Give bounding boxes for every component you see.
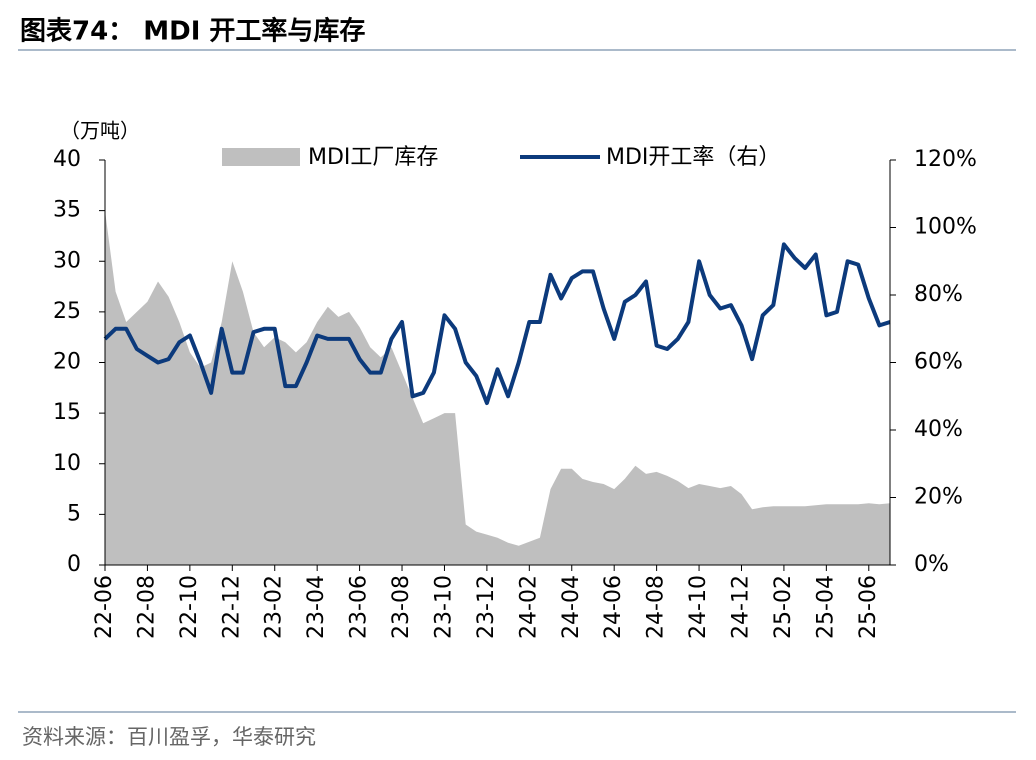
- source: 资料来源：百川盈孚，华泰研究: [22, 725, 316, 749]
- title: 图表74： MDI 开工率与库存: [20, 16, 365, 47]
- y2-tick-label: 100%: [914, 215, 977, 240]
- x-tick-label: 25-04: [813, 575, 838, 639]
- x-tick-label: 23-12: [474, 575, 499, 639]
- x-tick-label: 24-06: [601, 575, 626, 639]
- x-tick-label: 22-10: [177, 575, 202, 639]
- x-tick-label: 22-06: [92, 575, 117, 639]
- utilization-line: [103, 242, 891, 405]
- inventory-area: [105, 210, 890, 565]
- x-tick-label: 24-12: [728, 575, 753, 639]
- x-tick-label: 23-04: [304, 575, 329, 639]
- y-tick-label: 30: [53, 248, 81, 273]
- y2-tick-label: 40%: [914, 417, 963, 442]
- x-tick-label: 24-02: [516, 575, 541, 639]
- legend-swatch-area: [222, 148, 300, 166]
- y2-tick-label: 0%: [914, 552, 949, 577]
- legend-label: MDI工厂库存: [308, 145, 438, 170]
- y2-tick-label: 120%: [914, 147, 977, 172]
- x-tick-label: 25-02: [771, 575, 796, 639]
- x-tick-label: 24-10: [686, 575, 711, 639]
- legend-label: MDI开工率（右）: [606, 145, 780, 170]
- x-tick-label: 23-06: [347, 575, 372, 639]
- y-tick-label: 15: [53, 400, 81, 425]
- y-axis-label: （万吨）: [60, 119, 140, 143]
- x-tick-label: 22-08: [134, 575, 159, 639]
- y2-tick-label: 80%: [914, 282, 963, 307]
- y-tick-label: 0: [67, 552, 81, 577]
- x-tick-label: 24-08: [644, 575, 669, 639]
- y-tick-label: 20: [53, 350, 81, 375]
- x-tick-label: 23-10: [431, 575, 456, 639]
- y-tick-label: 35: [53, 198, 81, 223]
- x-tick-label: 24-04: [559, 575, 584, 639]
- x-tick-label: 23-02: [262, 575, 287, 639]
- x-tick-label: 22-12: [219, 575, 244, 639]
- y-tick-label: 25: [53, 299, 81, 324]
- x-tick-label: 25-06: [856, 575, 881, 639]
- x-tick-label: 23-08: [389, 575, 414, 639]
- y-tick-label: 40: [53, 147, 81, 172]
- y-tick-label: 10: [53, 451, 81, 476]
- y-tick-label: 5: [67, 501, 81, 526]
- y2-tick-label: 60%: [914, 350, 963, 375]
- y2-tick-label: 20%: [914, 485, 963, 510]
